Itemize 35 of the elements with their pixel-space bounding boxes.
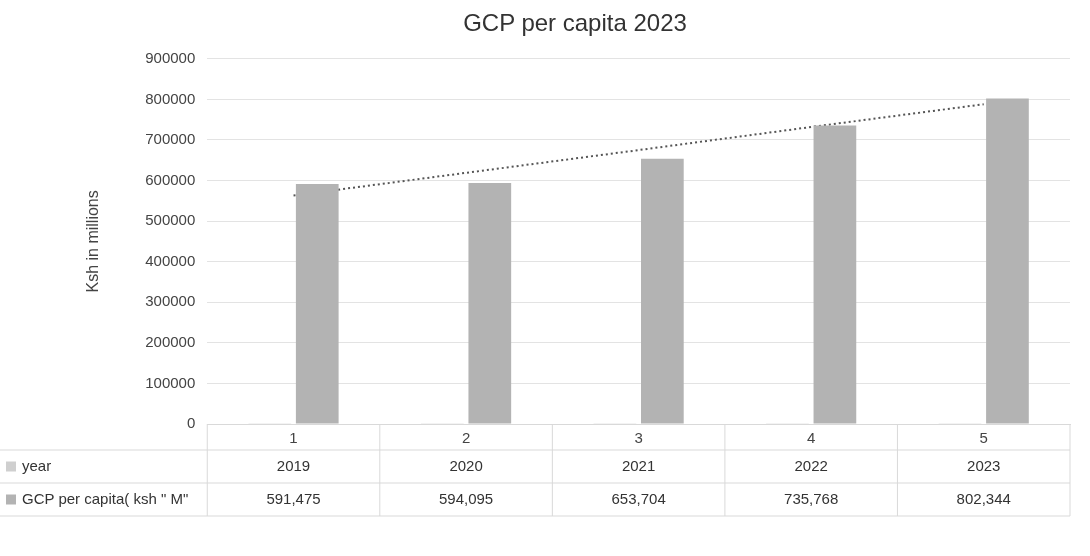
data-label: 2019 (276, 456, 311, 474)
bar (641, 158, 684, 424)
x-tick-label: 3 (634, 429, 643, 447)
y-tick-label: 200000 (145, 332, 196, 350)
legend-label: year (22, 456, 52, 474)
y-tick-label: 700000 (145, 130, 196, 148)
y-tick-label: 400000 (145, 251, 196, 269)
y-tick-label: 300000 (145, 292, 196, 310)
data-label: 591,475 (266, 489, 321, 507)
line-series (292, 103, 985, 197)
chart-title: GCP per capita 2023 (463, 9, 687, 37)
y-tick-label: 100000 (145, 373, 196, 391)
bar (986, 98, 1029, 424)
bar (295, 183, 339, 424)
x-tick-label: 2 (461, 429, 471, 447)
data-label: 802,344 (956, 489, 1011, 507)
y-tick-label: 500000 (145, 211, 196, 229)
y-tick-label: 0 (186, 414, 196, 432)
bar (468, 182, 512, 424)
x-tick-label: 4 (807, 429, 816, 447)
data-label: 2023 (967, 456, 1001, 474)
legend-label: GCP per capita( ksh " M" (22, 489, 189, 507)
data-label: 2021 (621, 456, 656, 474)
data-label: 653,704 (611, 489, 666, 507)
bar (813, 125, 857, 424)
y-axis-title: Ksh in millions (84, 190, 102, 293)
y-tick-label: 900000 (145, 48, 196, 66)
data-label: 594,095 (438, 489, 494, 507)
data-label: 2022 (794, 456, 828, 474)
x-tick-label: 5 (979, 429, 988, 447)
data-label: 2020 (449, 456, 483, 474)
y-tick-label: 800000 (145, 89, 196, 107)
data-label: 735,768 (784, 489, 839, 507)
y-tick-label: 600000 (145, 170, 196, 188)
x-tick-label: 1 (289, 429, 298, 447)
